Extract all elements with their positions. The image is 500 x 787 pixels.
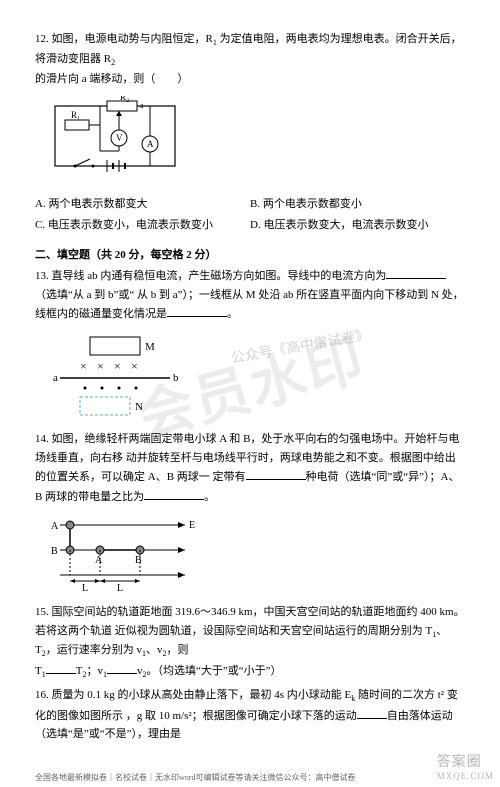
q14-e-label: E [189,520,195,531]
q12-text-c: 的滑片向 a 端移动，则（ ） [35,73,188,85]
q14-b1: B [51,546,58,557]
q16-a: 16. 质量为 0.1 kg 的小球从高处由静止落下，最初 4s 内小球动能 E [35,689,351,701]
q12-r1-label: R₁ [71,110,80,120]
q13-x3: × [114,359,121,373]
corner-brand: 答案圈 MXQE.COM [437,751,494,781]
q14-c: 定带有 [213,471,246,483]
q14-l1: L [82,583,88,594]
q13-n: N [135,401,143,413]
q14-e: 。 [204,491,215,503]
q15-k: 。（均选填“大于”或“小于”） [146,665,281,677]
q12-diagram: R₁ a R₂ V [45,96,465,186]
q16-blank1 [357,706,387,719]
q16-c: ，g 取 10 m/s²；根据图像可确定小球下落的运动 [126,710,357,722]
q14-diagram: E A B A B [45,515,465,595]
q15-b: 近似视为圆轨道，设国际空间站和天宫空间站运行的周期分别为 T [115,625,432,637]
q12-a-label: a [140,101,144,110]
q14-l2: L [117,583,123,594]
q15-stem: 15. 国际空间站的轨道距地面 319.6～346.9 km，中国天宫空间站的轨… [35,603,465,682]
q13-x1: × [80,359,87,373]
q15-f: ，则 [166,644,188,656]
q12-opt-d: D. 电压表示数变大，电流表示数变小 [250,215,465,236]
q13-x2: × [97,359,104,373]
q13-b: （选填“从 a 到 b”或“ [35,289,134,301]
q12-opt-c: C. 电压表示数变小，电流表示数变小 [35,215,250,236]
q13-m: M [145,341,155,353]
q15-blank2 [107,661,137,674]
q14-b2: B [135,555,142,566]
q14-a2: A [95,555,103,566]
q15-d: ，运行速率分别为 v [46,644,142,656]
q13-b-label: b [173,372,179,384]
q12-opt-a: A. 两个电表示数都变大 [35,194,250,215]
q12-v-label: V [116,133,123,143]
q13-a-label: a [53,372,58,384]
q13-blank2 [167,304,227,317]
q13-d: 。 [227,308,238,320]
q14-blank1 [246,467,306,480]
q15-i: ；v [86,665,103,677]
q14-a1: A [51,521,59,532]
q15-blank1 [46,661,76,674]
section2-title: 二、填空题（共 20 分，每空格 2 分） [35,246,465,262]
q15-g: T [35,665,42,677]
q13-a: 13. 直导线 ab 内通有稳恒电流，产生磁场方向如图。导线中的电流方向为 [35,270,386,282]
q13-stem: 13. 直导线 ab 内通有稳恒电流，产生磁场方向如图。导线中的电流方向为 （选填… [35,266,465,324]
q12-r2-label: R₂ [120,96,129,102]
q16-stem: 16. 质量为 0.1 kg 的小球从高处由静止落下，最初 4s 内小球动能 E… [35,686,465,744]
q12-stem: 12. 如图，电源电动势与内阻恒定，R1 为定值电阻，两电表均为理想电表。闭合开… [35,30,465,88]
q13-x4: × [131,359,138,373]
q12-opt-b: B. 两个电表示数都变小 [250,194,465,215]
q13-diagram: M × × × × a b N [45,332,465,422]
q12-options: A. 两个电表示数都变大 B. 两个电表示数都变小 C. 电压表示数变小，电流表… [35,194,465,236]
corner-cn: 答案圈 [437,751,494,771]
footer-text: 全国各地最新模拟卷｜名校试卷｜无水印word可编辑试卷等请关注微信公众号：高中僧… [0,768,500,787]
q13-blank1 [386,266,446,279]
q12-text-a: 12. 如图，电源电动势与内阻恒定，R [35,33,213,45]
q14-stem: 14. 如图，绝缘轻杆两端固定带电小球 A 和 B，处于水平向右的匀强电场中。开… [35,430,465,507]
q15-e: 、v [146,644,163,656]
q14-blank2 [144,487,204,500]
q12-sub2: 2 [111,58,115,67]
corner-en: MXQE.COM [437,771,494,781]
q12-a-meter: A [147,139,154,149]
